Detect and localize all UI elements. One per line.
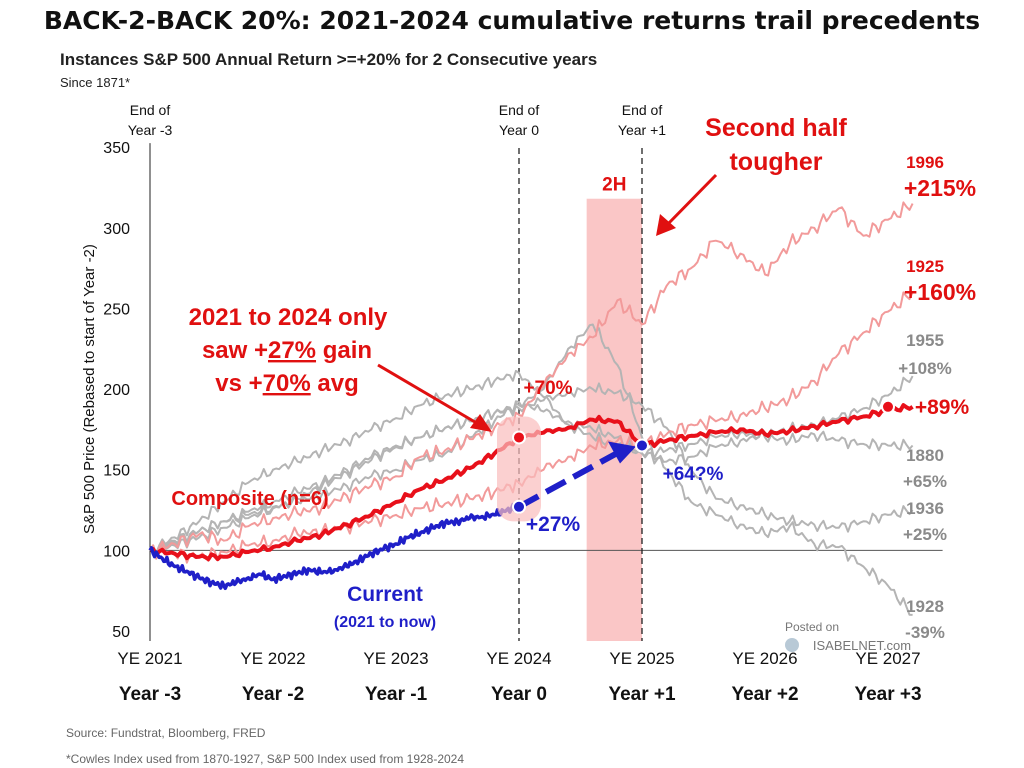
footnote: *Cowles Index used from 1870-1927, S&P 5… xyxy=(66,752,465,766)
y-tick-label: 200 xyxy=(103,382,130,399)
series-pct-label: +160% xyxy=(904,279,976,305)
x-tick-label: YE 2024 xyxy=(486,649,551,668)
series-year-label: 1936 xyxy=(906,499,944,518)
chart-title: BACK-2-BACK 20%: 2021-2024 cumulative re… xyxy=(43,6,981,35)
note-fragment: 27% xyxy=(268,337,316,364)
chart-subtitle: Instances S&P 500 Annual Return >=+20% f… xyxy=(60,50,598,69)
second-half-arrow-line xyxy=(664,173,718,228)
second-half-arrow-head xyxy=(656,214,676,236)
note-line3: vs +70% avg xyxy=(215,370,358,397)
series-year-label: 1928 xyxy=(906,597,944,616)
series-year-label: 1955 xyxy=(906,331,944,350)
y-tick-label: 250 xyxy=(103,301,130,318)
x-tick-label: YE 2022 xyxy=(240,649,305,668)
note-fragment: avg xyxy=(311,370,359,397)
y-tick-label: 100 xyxy=(103,543,130,560)
series-pct-label: +25% xyxy=(903,525,947,544)
marker-label: Year 0 xyxy=(499,122,539,138)
marker-label: Year +1 xyxy=(618,122,666,138)
annotation-projection-pct: +64?% xyxy=(663,464,724,485)
series-pct-label: +215% xyxy=(904,175,976,201)
series-pct-label: +65% xyxy=(903,472,947,491)
year0-highlight xyxy=(497,416,541,522)
x-year-label: Year +1 xyxy=(608,684,676,705)
x-year-label: Year -3 xyxy=(119,684,181,705)
watermark-line1: Posted on xyxy=(785,620,839,634)
x-tick-label: YE 2025 xyxy=(609,649,674,668)
projection-arrow-line xyxy=(517,448,622,510)
data-point xyxy=(512,430,526,445)
series-line xyxy=(149,382,914,557)
watermark-line2: ISABELNET.com xyxy=(813,638,911,653)
y-axis-label: S&P 500 Price (Rebased to start of Year … xyxy=(81,244,98,534)
projection-arrow-head xyxy=(608,441,636,464)
marker-label: End of xyxy=(130,102,171,118)
current-sublabel: (2021 to now) xyxy=(334,614,436,631)
x-year-label: Year -1 xyxy=(365,684,428,705)
series-line xyxy=(149,323,913,616)
series-year-label: 1996 xyxy=(906,153,944,172)
y-tick-label: 350 xyxy=(103,140,130,157)
note-line1: 2021 to 2024 only xyxy=(189,304,388,331)
x-year-label: Year +3 xyxy=(854,684,921,705)
marker-label: End of xyxy=(499,102,540,118)
series-line xyxy=(149,201,914,558)
x-tick-label: YE 2026 xyxy=(732,649,797,668)
series-pct-label: -39% xyxy=(905,623,945,642)
composite-label: Composite (n=6) xyxy=(171,488,328,510)
note-arrow-head xyxy=(470,414,492,432)
data-point xyxy=(635,438,649,453)
x-tick-label: YE 2021 xyxy=(117,649,182,668)
shaded-region-label: 2H xyxy=(602,175,626,196)
second-half-line2: tougher xyxy=(729,148,822,176)
x-year-label: Year -2 xyxy=(242,684,304,705)
watermark-globe-icon xyxy=(785,638,799,652)
y-tick-label: 300 xyxy=(103,221,130,238)
x-tick-label: YE 2027 xyxy=(855,649,920,668)
note-arrow-line xyxy=(377,363,481,427)
composite-end-pct: +89% xyxy=(915,396,970,419)
note-fragment: saw + xyxy=(202,337,268,364)
source-note: Source: Fundstrat, Bloomberg, FRED xyxy=(66,726,266,740)
note-fragment: vs + xyxy=(215,370,262,397)
x-year-label: Year 0 xyxy=(491,684,547,705)
data-point xyxy=(881,399,895,414)
series-year-label: 1925 xyxy=(906,257,944,276)
y-tick-label: 50 xyxy=(112,624,130,641)
note-fragment: gain xyxy=(316,337,372,364)
second-half-line1: Second half xyxy=(705,114,847,142)
series-year-label: 1880 xyxy=(906,446,944,465)
since-note: Since 1871* xyxy=(60,75,131,90)
note-line2: saw +27% gain xyxy=(202,337,372,364)
y-tick-label: 150 xyxy=(103,463,130,480)
series-pct-label: +108% xyxy=(898,359,951,378)
x-tick-label: YE 2023 xyxy=(363,649,428,668)
marker-label: Year -3 xyxy=(128,122,173,138)
series-line xyxy=(149,369,914,555)
annotation-current-pct: +27% xyxy=(526,513,581,536)
note-fragment: 70% xyxy=(263,370,311,397)
series-line xyxy=(148,502,520,591)
data-point xyxy=(512,499,526,514)
x-year-label: Year +2 xyxy=(731,684,798,705)
marker-label: End of xyxy=(622,102,663,118)
annotation-composite-pct: +70% xyxy=(523,378,572,399)
current-label: Current xyxy=(347,583,423,606)
